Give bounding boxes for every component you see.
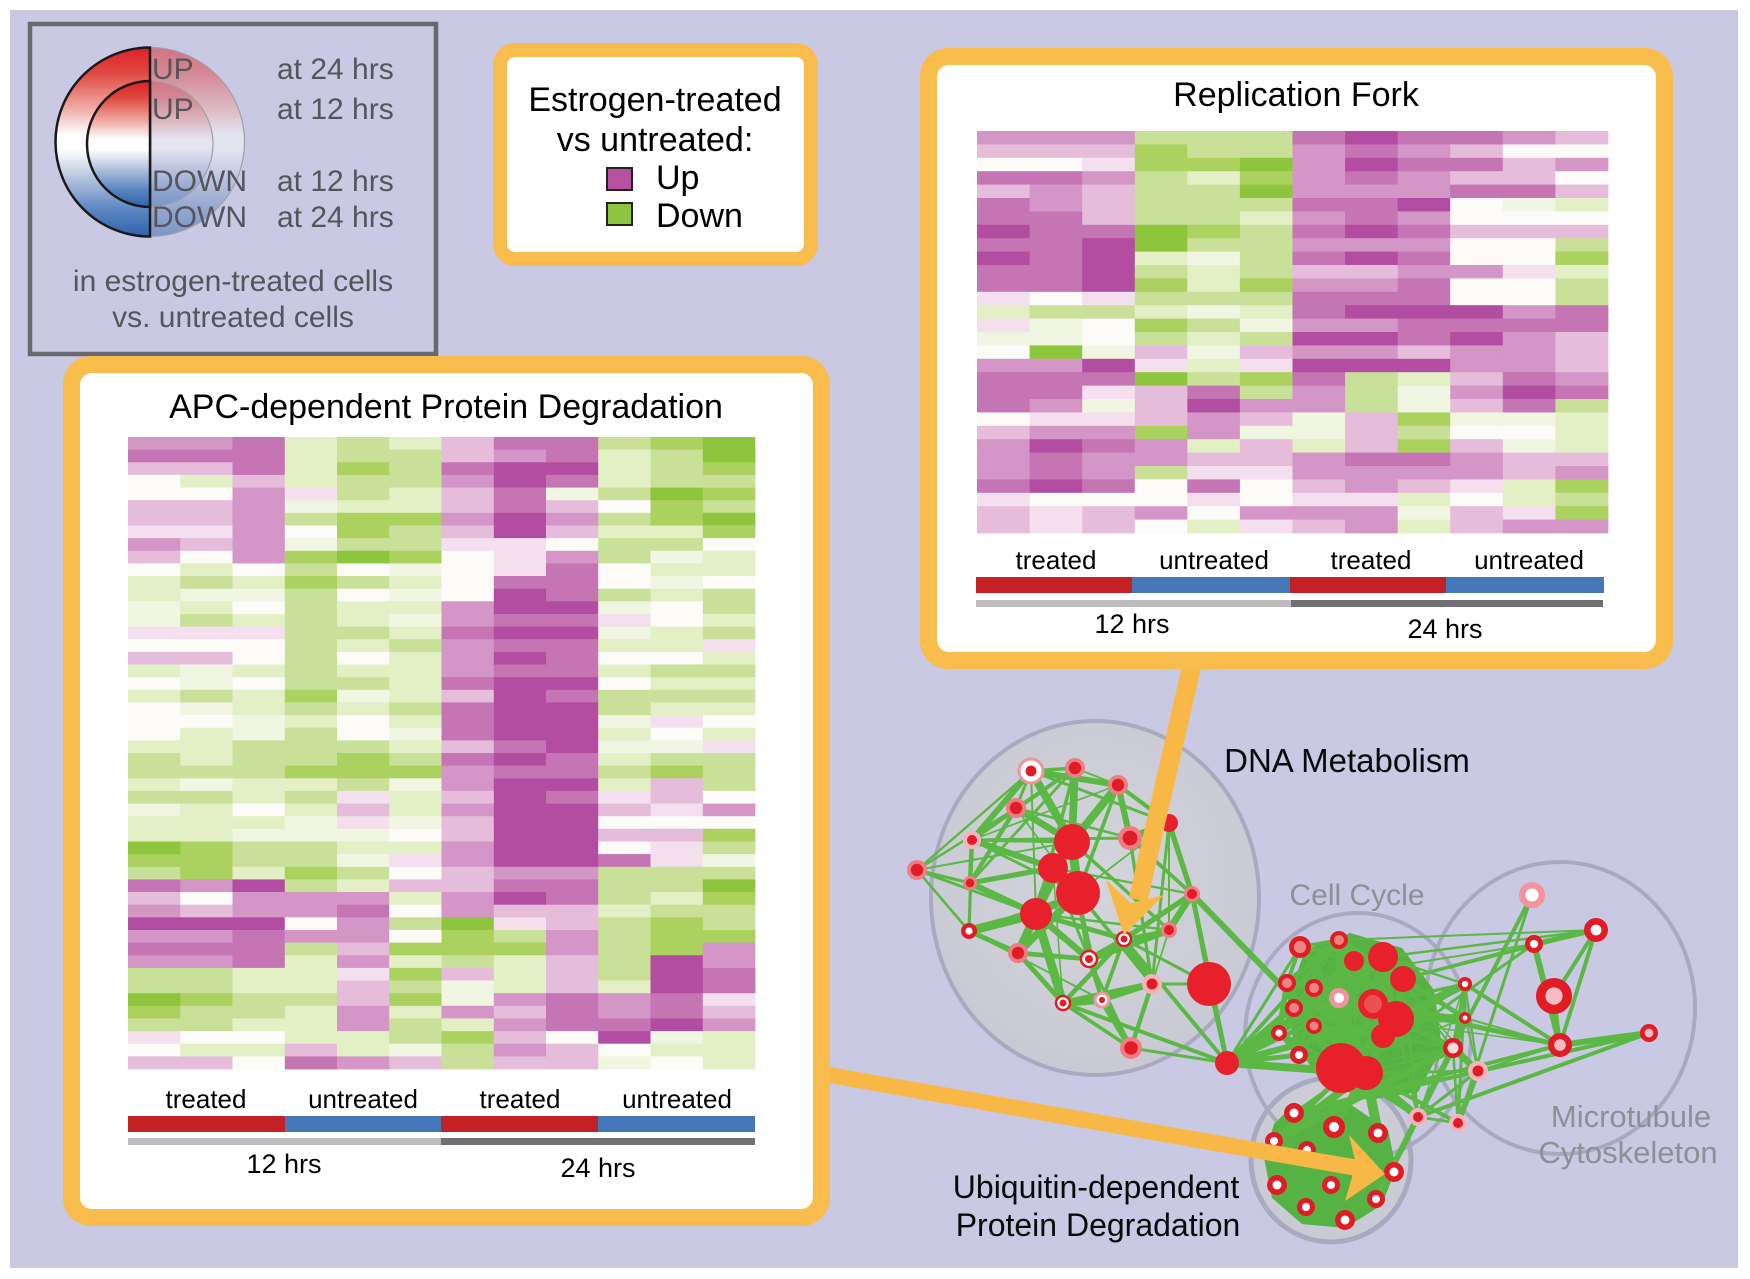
svg-text:Cell Cycle: Cell Cycle	[1289, 879, 1424, 912]
svg-text:UP: UP	[152, 93, 194, 126]
svg-text:Microtubule: Microtubule	[1551, 1099, 1711, 1134]
svg-text:DOWN: DOWN	[152, 165, 247, 198]
svg-text:at 12 hrs: at 12 hrs	[277, 165, 394, 198]
svg-text:12 hrs: 12 hrs	[246, 1149, 321, 1179]
svg-text:Down: Down	[656, 197, 743, 235]
svg-text:24 hrs: 24 hrs	[560, 1153, 635, 1183]
svg-text:treated: treated	[166, 1084, 247, 1114]
svg-text:vs. untreated cells: vs. untreated cells	[112, 301, 354, 334]
svg-text:in estrogen-treated cells: in estrogen-treated cells	[73, 265, 393, 298]
svg-text:at 24 hrs: at 24 hrs	[277, 201, 394, 234]
svg-text:at 24 hrs: at 24 hrs	[277, 53, 394, 86]
svg-text:DOWN: DOWN	[152, 201, 247, 234]
svg-text:Replication Fork: Replication Fork	[1173, 76, 1420, 114]
svg-text:12 hrs: 12 hrs	[1094, 609, 1169, 639]
svg-text:vs untreated:: vs untreated:	[557, 121, 754, 159]
svg-text:Protein Degradation: Protein Degradation	[956, 1207, 1241, 1243]
svg-text:untreated: untreated	[622, 1084, 732, 1114]
svg-text:Estrogen-treated: Estrogen-treated	[528, 81, 781, 119]
svg-text:UP: UP	[152, 53, 194, 86]
svg-text:treated: treated	[1331, 545, 1412, 575]
svg-text:untreated: untreated	[1474, 545, 1584, 575]
svg-text:APC-dependent Protein Degradat: APC-dependent Protein Degradation	[169, 388, 723, 426]
svg-text:DNA Metabolism: DNA Metabolism	[1224, 742, 1470, 779]
svg-text:24 hrs: 24 hrs	[1407, 614, 1482, 644]
svg-text:Ubiquitin-dependent: Ubiquitin-dependent	[953, 1169, 1240, 1205]
svg-text:Cytoskeleton: Cytoskeleton	[1538, 1135, 1717, 1170]
svg-text:untreated: untreated	[1159, 545, 1269, 575]
svg-text:treated: treated	[1016, 545, 1097, 575]
svg-text:treated: treated	[480, 1084, 561, 1114]
svg-text:at 12 hrs: at 12 hrs	[277, 93, 394, 126]
svg-text:Up: Up	[656, 159, 699, 197]
svg-text:untreated: untreated	[308, 1084, 418, 1114]
